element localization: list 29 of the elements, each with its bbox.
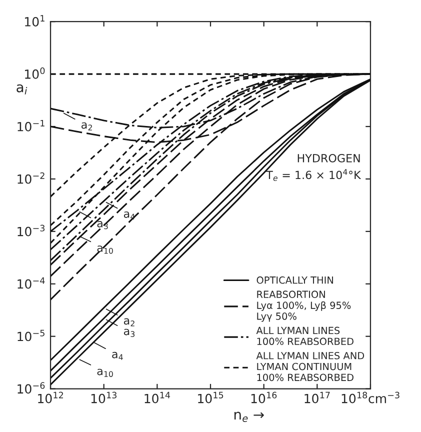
x-tick-label: 10$^{15}$ [198, 392, 224, 404]
y-tick-label: 10$^{1}$ [25, 15, 44, 26]
annotation: a$_{2}$ [124, 318, 134, 326]
x-tick-label: 10$^{12}$ [38, 392, 63, 404]
legend-label: ALL LYMAN LINES 100% REABSORBED [256, 326, 354, 346]
annotation: a$_{10}$ [97, 246, 113, 254]
annotation: a$_{3}$ [124, 328, 135, 337]
legend-label: OPTICALLY THIN [256, 276, 333, 284]
y-tick-label: 10$^{−5}$ [18, 330, 44, 342]
x-tick-label: 10$^{14}$ [144, 392, 170, 404]
y-tick-label: 10$^{−1}$ [18, 120, 44, 132]
x-tick-label: 10$^{18}$cm$^{−3}$ [342, 392, 400, 404]
x-tick-label: 10$^{17}$ [304, 392, 330, 404]
annotation: a$_{2}$ [82, 122, 92, 130]
x-axis-title: n$_{e}$ → [234, 412, 264, 422]
legend-label: ALL LYMAN LINES AND LYMAN CONTINUUM 100% REABSORBED [256, 352, 364, 382]
annotation: a$_{4}$ [112, 352, 123, 360]
y-tick-label: 10$^{−6}$ [18, 382, 45, 394]
y-tick-label: 10$^{0}$ [25, 67, 45, 79]
x-tick-label: 10$^{13}$ [91, 392, 116, 404]
legend-label: REABSORTION Lyα 100%, Lyβ 95% Lyγ 50% [257, 290, 351, 322]
annotation: a$_{3}$ [97, 221, 108, 230]
y-tick-label: 10$^{−4}$ [18, 277, 45, 289]
x-tick-label: 10$^{16}$ [251, 392, 277, 404]
y-tick-label: 10$^{−2}$ [18, 172, 44, 184]
y-axis-title: a$_{i}$ [16, 84, 28, 94]
text: HYDROGEN T$_{e}$ = 1.6 × 10$^{4}$°K [266, 154, 362, 181]
annotation: a$_{10}$ [97, 368, 113, 377]
y-tick-label: 10$^{−3}$ [18, 224, 45, 236]
